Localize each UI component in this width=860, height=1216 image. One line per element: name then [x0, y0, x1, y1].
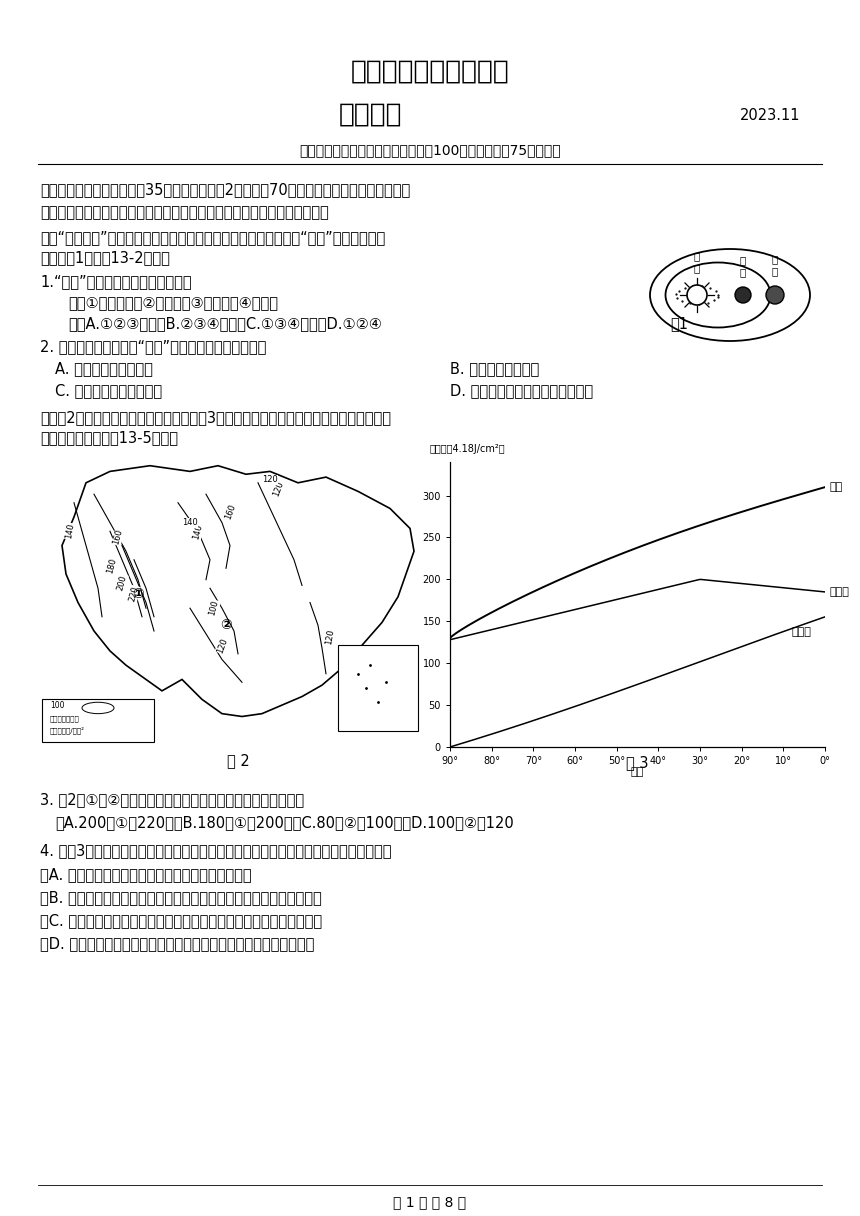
FancyBboxPatch shape — [338, 646, 418, 731]
Text: 高一年级期中学情调查: 高一年级期中学情调查 — [351, 60, 509, 85]
Text: C. 月球上没有适宜的温度: C. 月球上没有适宜的温度 — [55, 383, 163, 399]
Text: 图2为我国年太阳辐射总量分布图，图3为全球地表各纬度的全年和冬、夏半年太阳辐: 图2为我国年太阳辐射总量分布图，图3为全球地表各纬度的全年和冬、夏半年太阳辐 — [40, 411, 391, 426]
Text: 3. 图2中①、②两地年太阳辐射总量数值大小正确的是（　　）: 3. 图2中①、②两地年太阳辐射总量数值大小正确的是（ ） — [40, 793, 304, 807]
Text: A. 月球上没有太阳辐射: A. 月球上没有太阳辐射 — [55, 361, 153, 377]
Circle shape — [766, 286, 784, 304]
Text: 一、单项选择题：本大题共35小题，每小题 2分，共计70分。在各小题的四个选项中，只: 一、单项选择题：本大题共35小题，每小题 2分，共计70分。在各小题的四个选项中… — [40, 182, 410, 197]
Text: 1.“月宫”所属的天体系统是（　　）: 1.“月宫”所属的天体系统是（ ） — [40, 275, 192, 289]
Text: 冬半年: 冬半年 — [792, 627, 812, 637]
Text: 100: 100 — [207, 599, 220, 617]
Text: A.①②③　　　B.②③④　　　C.①③④　　　D.①②④: A.①②③ B.②③④ C.①③④ D.①②④ — [68, 316, 382, 332]
Text: 200: 200 — [115, 574, 128, 591]
Polygon shape — [62, 466, 414, 716]
Text: ①: ① — [132, 587, 144, 601]
Text: A.200＜①＜220　　B.180＜①＜200　　C.80＜②＜100　　D.100＜②＜120: A.200＜①＜220 B.180＜①＜200 C.80＜②＜100 D.100… — [55, 816, 513, 831]
Text: 120: 120 — [262, 475, 278, 484]
X-axis label: 纬度: 纬度 — [631, 767, 644, 777]
Text: 4. 据图3判断下列关于全球冬、夏半年太阳辐射量分布差异的说法中，正确的是（　　）: 4. 据图3判断下列关于全球冬、夏半年太阳辐射量分布差异的说法中，正确的是（ ） — [40, 844, 391, 858]
Text: 图 2: 图 2 — [227, 754, 249, 769]
Text: 全年: 全年 — [829, 483, 843, 492]
Text: 120: 120 — [324, 629, 335, 646]
Text: D. 月球上没有可供生物呼吸的大气: D. 月球上没有可供生物呼吸的大气 — [450, 383, 593, 399]
Text: 单位：千卡/厘米²: 单位：千卡/厘米² — [50, 726, 85, 733]
Circle shape — [687, 285, 707, 305]
Text: 夏半年: 夏半年 — [829, 587, 849, 597]
Text: “娥娥奔月”是中国古代神话传说，讲述了娥娥吃下仙药后飞到“月宫”（月球）的故: “娥娥奔月”是中国古代神话传说，讲述了娥娥吃下仙药后飞到“月宫”（月球）的故 — [40, 231, 385, 246]
Text: B. 月球上没有液态水: B. 月球上没有液态水 — [450, 361, 539, 377]
Text: 年太阳辐射总量: 年太阳辐射总量 — [50, 716, 80, 722]
FancyBboxPatch shape — [42, 699, 154, 742]
Text: 第 1 页 共 8 页: 第 1 页 共 8 页 — [393, 1195, 467, 1209]
Text: 140: 140 — [182, 518, 198, 528]
Text: 有一个选项是最符合题目要求的。请在答题卡上相应方框内填涂正确答案。: 有一个选项是最符合题目要求的。请在答题卡上相应方框内填涂正确答案。 — [40, 206, 329, 220]
Text: 射量图。读图，完成13-5小题。: 射量图。读图，完成13-5小题。 — [40, 430, 178, 445]
Text: 2023.11: 2023.11 — [740, 107, 801, 123]
Text: 180: 180 — [106, 557, 119, 574]
Text: 220: 220 — [127, 585, 140, 603]
Text: C. 冬半年辐射量随纬度升高逐渐增加，纬度越高，太阳辐射总量越多: C. 冬半年辐射量随纬度升高逐渐增加，纬度越高，太阳辐射总量越多 — [40, 913, 322, 929]
Text: ①河外星系　②銀河系　③太阳系　④地月系: ①河外星系 ②銀河系 ③太阳系 ④地月系 — [68, 295, 278, 310]
Text: 太
阳: 太 阳 — [694, 252, 700, 274]
Text: 地
球: 地 球 — [772, 254, 778, 276]
Text: ②: ② — [220, 618, 232, 632]
Text: A. 夏半年和冬半年辐射量差值随纬度的升高而减少: A. 夏半年和冬半年辐射量差值随纬度的升高而减少 — [40, 867, 252, 883]
Text: 月
球: 月 球 — [740, 255, 746, 277]
Text: D. 夏半年辐射量最大在回归线附近，冬半年辔射量最大在赤道附近: D. 夏半年辐射量最大在回归线附近，冬半年辔射量最大在赤道附近 — [40, 936, 315, 951]
Text: 120: 120 — [215, 636, 229, 654]
Text: 事。读图1，完成13-2小题。: 事。读图1，完成13-2小题。 — [40, 250, 170, 265]
Circle shape — [735, 287, 751, 303]
Text: 地理试题: 地理试题 — [338, 102, 402, 128]
Text: 图 3: 图 3 — [626, 755, 648, 771]
Text: 160: 160 — [223, 502, 237, 520]
Text: B. 夏半年辐射量随纬度升高逐渐减少，纬度越高，太阳辐射总量越少: B. 夏半年辐射量随纬度升高逐渐减少，纬度越高，太阳辐射总量越少 — [40, 890, 322, 906]
Text: 100: 100 — [50, 700, 64, 710]
Text: 140: 140 — [64, 523, 76, 540]
Text: 140: 140 — [192, 523, 205, 540]
Text: （本试卷分单项选择题和综合题，共100分。考试用时75分钟。）: （本试卷分单项选择题和综合题，共100分。考试用时75分钟。） — [299, 143, 561, 157]
Text: 图1: 图1 — [670, 316, 688, 332]
Text: 2. 目前人类无法居住在“月宫”上的原因不包括（　　）: 2. 目前人类无法居住在“月宫”上的原因不包括（ ） — [40, 339, 267, 355]
Text: 160: 160 — [112, 528, 125, 546]
Text: 120: 120 — [271, 479, 285, 497]
Text: 辐射量（4.18J/cm²）: 辐射量（4.18J/cm²） — [429, 444, 505, 455]
